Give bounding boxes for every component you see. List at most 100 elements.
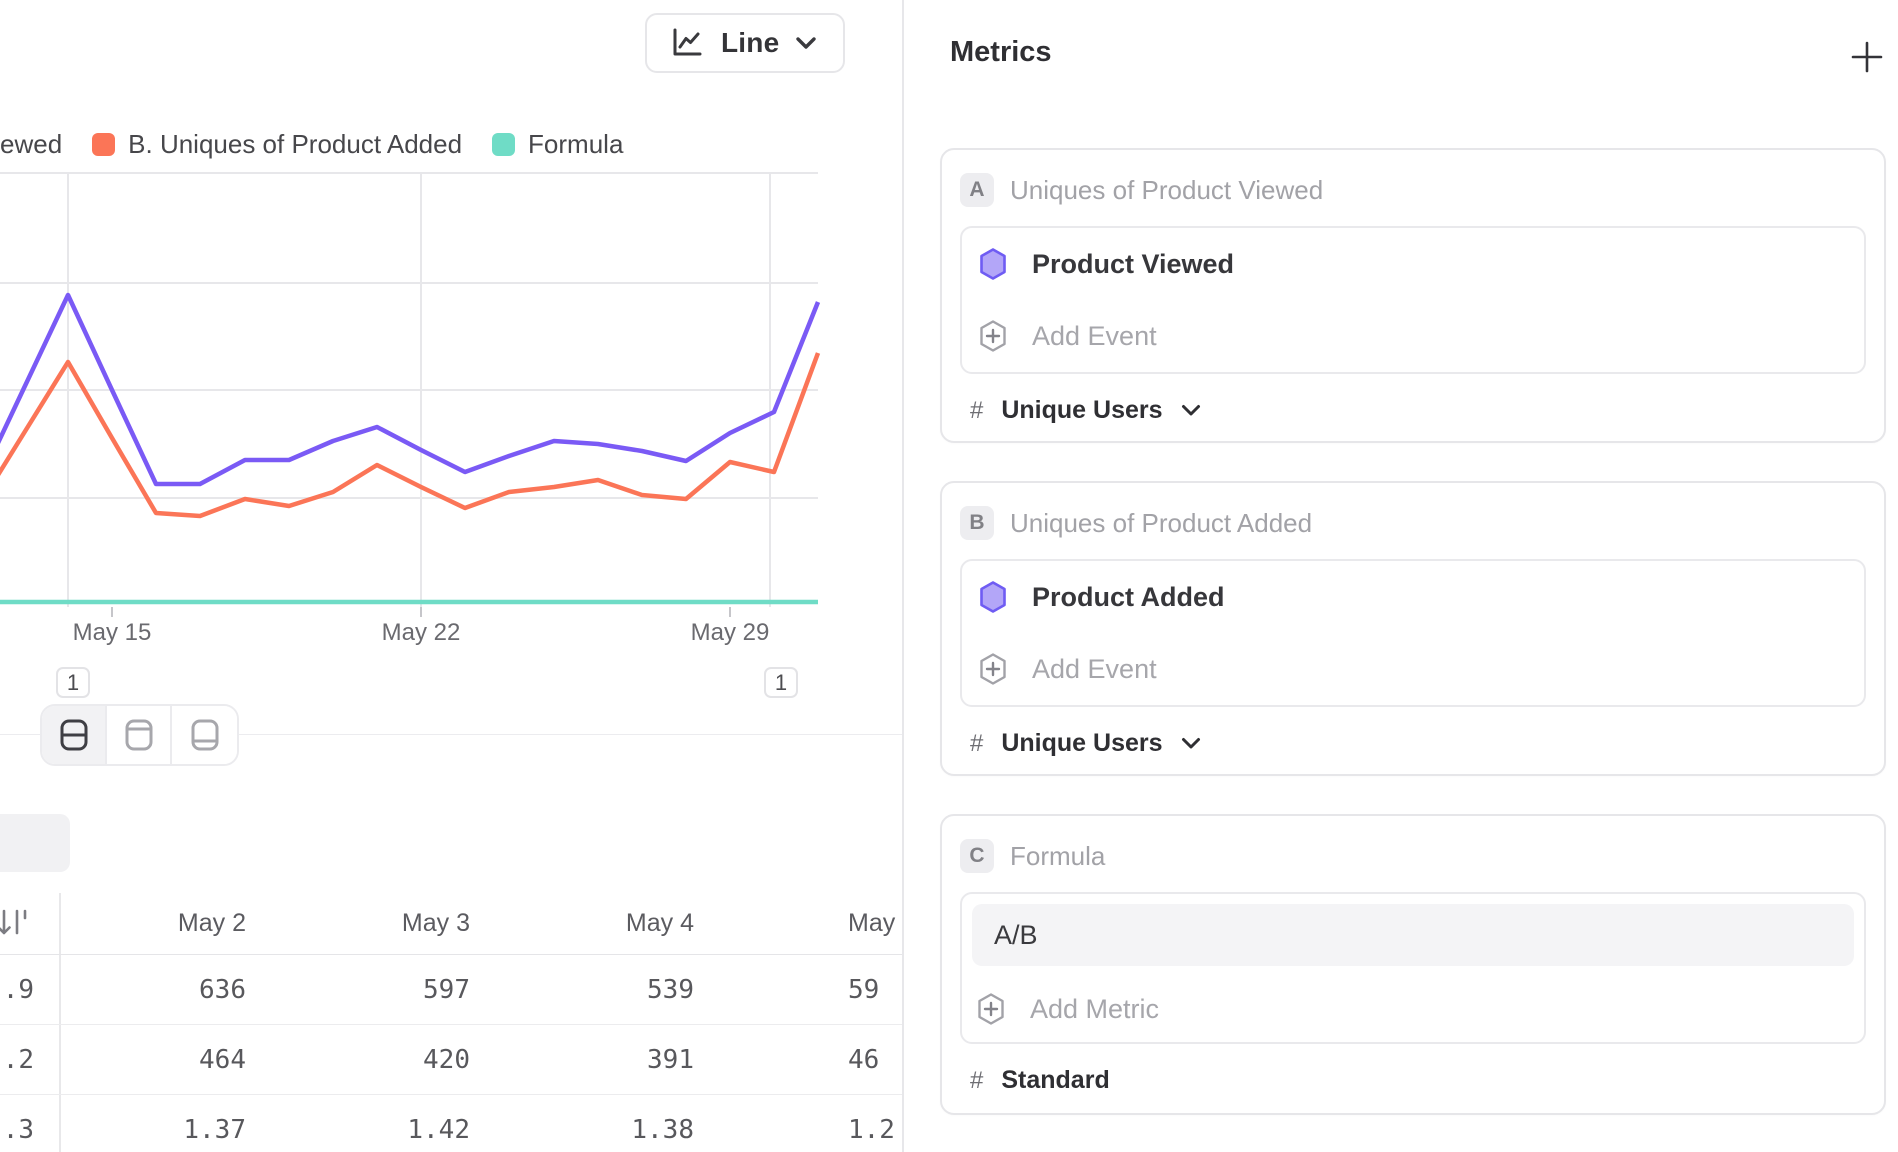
add-event-row[interactable]: Add Event [962,633,1864,705]
legend-label: Formula [528,129,624,159]
metric-card-c: C Formula A/B Add Metric # Standar [940,814,1886,1115]
row-label-fragment: .9 [0,955,61,1024]
measure-label: Unique Users [1001,396,1163,424]
table-cell: 1.38 [631,1114,694,1145]
chevron-down-icon [1181,404,1201,417]
add-event-hexagon-plus-icon [978,319,1008,353]
metric-title: Uniques of Product Added [1010,507,1313,538]
metric-title: Formula [1010,840,1106,871]
table-row: .2 464 420 391 46 [0,1025,902,1095]
legend-label: ewed [0,129,63,159]
metric-card-b: B Uniques of Product Added Product Added [940,481,1886,776]
measure-label: Standard [1001,1066,1110,1094]
series-line [0,292,821,487]
row-label-fragment: .2 [0,1025,61,1094]
chart-type-button[interactable]: Line [645,13,846,73]
column-header[interactable]: May 2 [177,909,246,937]
view-chart-only-button[interactable] [107,706,172,764]
table-cell: 1.42 [407,1114,470,1145]
hash-icon: # [970,396,984,424]
measure-selector[interactable]: # Unique Users [970,729,1866,758]
event-name: Product Viewed [1032,248,1235,279]
table-cell: 391 [647,1044,694,1075]
metric-badge-a: A [960,173,994,207]
sort-icon[interactable] [0,907,30,946]
breakdown-table: May 2 May 3 May 4 May .9 636 597 539 59 .2 464 420 3… [0,893,902,1152]
measure-label: Unique Users [1001,729,1163,757]
add-metric-row[interactable]: Add Metric [962,976,1864,1042]
column-header[interactable]: May [848,909,896,937]
row-label-fragment: .3 [0,1095,61,1152]
section-divider [0,734,902,735]
table-cell: 59 [848,974,880,1005]
table-cell: 597 [423,974,470,1005]
add-event-label: Add Event [1032,653,1157,684]
metric-card-a: A Uniques of Product Viewed Product View… [940,148,1886,443]
legend-swatch [92,132,116,156]
chevron-down-icon [1181,737,1201,750]
event-list: Product Viewed Add Event [960,226,1866,374]
add-event-hexagon-plus-icon [978,652,1008,686]
x-tick-label: May 15 [73,619,152,646]
add-metric-hexagon-plus-icon [976,992,1006,1026]
event-list: Product Added Add Event [960,559,1866,707]
table-cell: 420 [423,1044,470,1075]
pane-divider [902,0,904,1152]
line-chart[interactable]: May 15 May 22 May 29 [0,170,905,650]
table-corner-header [0,814,70,872]
metric-badge-b: B [960,506,994,540]
view-layout-toggle [40,704,239,766]
annotation-badge[interactable]: 1 [56,667,90,698]
layout-top-strip-icon [124,718,154,752]
chart-type-label: Line [721,27,780,58]
event-row[interactable]: Product Added [962,561,1864,633]
metrics-panel: Metrics A Uniques of Product Viewed P [904,0,1898,1152]
measure-selector[interactable]: # Unique Users [970,396,1866,425]
chart-pane: Line ewed B. Uniques of Product Added Form… [0,0,902,1152]
event-hexagon-icon [978,247,1008,281]
layout-bottom-strip-icon [190,718,220,752]
view-split-button[interactable] [42,706,107,764]
formula-editor: A/B Add Metric [960,892,1866,1044]
table-cell: 46 [848,1044,880,1075]
event-row[interactable]: Product Viewed [962,228,1864,300]
layout-split-icon [59,718,89,752]
row-header-corner[interactable] [0,893,61,954]
legend-swatch [492,132,516,156]
add-metric-label: Add Metric [1030,993,1160,1024]
annotation-badge[interactable]: 1 [764,667,798,698]
column-header[interactable]: May 4 [625,909,694,937]
add-metric-plus-button[interactable] [1848,38,1886,81]
column-header[interactable]: May 3 [401,909,470,937]
legend: ewed B. Uniques of Product Added Formula [0,129,880,159]
hash-icon: # [970,1066,984,1094]
x-tick-label: May 29 [691,619,770,646]
line-chart-icon [669,25,705,61]
legend-item[interactable]: B. Uniques of Product Added [92,129,462,159]
formula-input[interactable]: A/B [972,904,1854,966]
table-cell: 636 [199,974,246,1005]
table-cell: 464 [199,1044,246,1075]
table-cell: 1.37 [183,1114,246,1145]
add-event-row[interactable]: Add Event [962,300,1864,372]
legend-item[interactable]: ewed [0,129,62,159]
table-cell: 539 [647,974,694,1005]
table-row: .3 1.37 1.42 1.38 1.2 [0,1095,902,1152]
view-table-only-button[interactable] [172,706,237,764]
legend-item[interactable]: Formula [492,129,623,159]
measure-selector[interactable]: # Standard [970,1066,1866,1095]
metrics-panel-title: Metrics [950,36,1052,68]
x-tick-label: May 22 [382,619,461,646]
event-name: Product Added [1032,581,1225,612]
table-row: .9 636 597 539 59 [0,955,902,1025]
chevron-down-icon [795,36,817,50]
table-cell: 1.2 [848,1114,895,1145]
add-event-label: Add Event [1032,320,1157,351]
metric-title: Uniques of Product Viewed [1010,174,1324,205]
legend-label: B. Uniques of Product Added [128,129,463,159]
metric-badge-c: C [960,839,994,873]
hash-icon: # [970,729,984,757]
table-header-row: May 2 May 3 May 4 May [0,893,902,955]
series-line [0,352,821,519]
